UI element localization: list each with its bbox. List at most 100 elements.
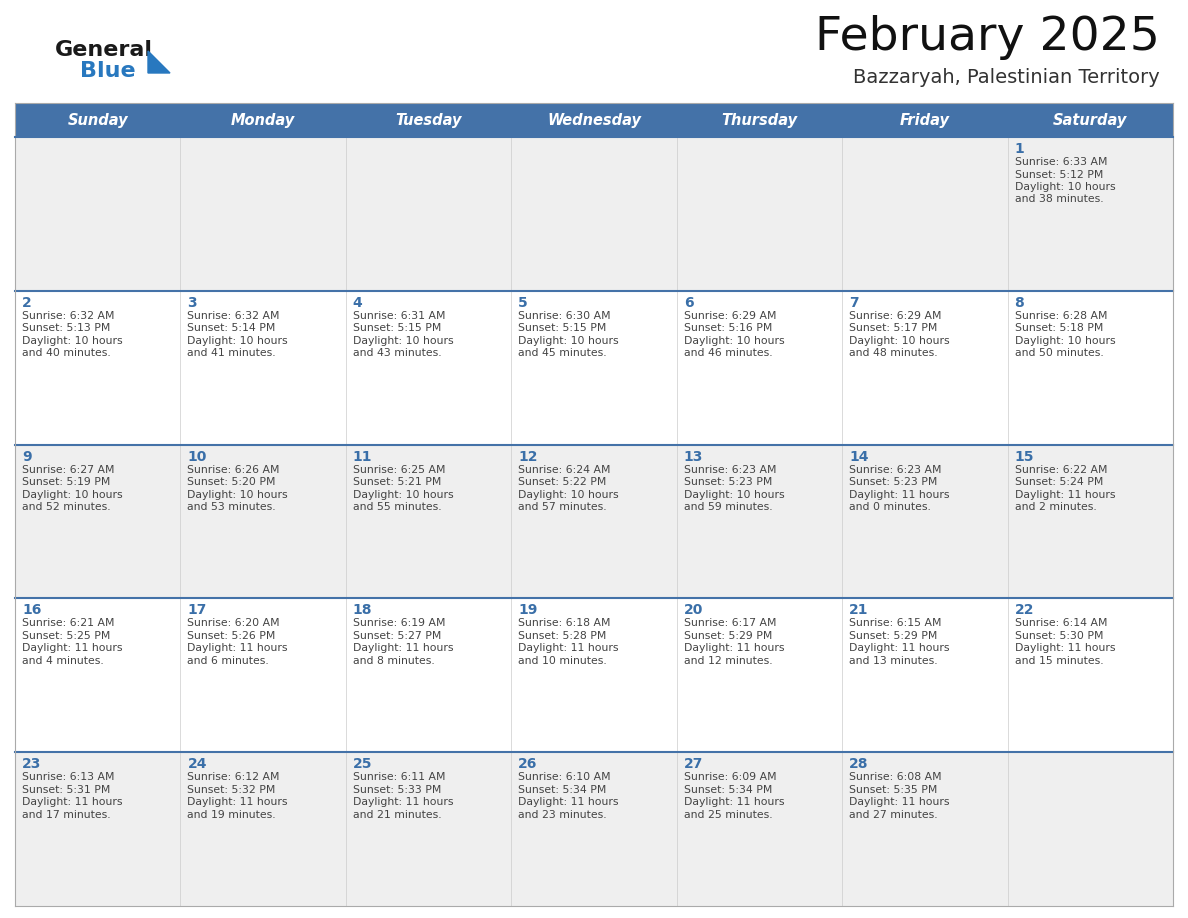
Text: Sunset: 5:33 PM: Sunset: 5:33 PM (353, 785, 441, 795)
Text: and 2 minutes.: and 2 minutes. (1015, 502, 1097, 512)
Text: Sunrise: 6:23 AM: Sunrise: 6:23 AM (849, 465, 942, 475)
Text: Sunset: 5:29 PM: Sunset: 5:29 PM (684, 631, 772, 641)
Text: Sunset: 5:16 PM: Sunset: 5:16 PM (684, 323, 772, 333)
Text: and 6 minutes.: and 6 minutes. (188, 655, 270, 666)
Text: and 27 minutes.: and 27 minutes. (849, 810, 937, 820)
Text: 25: 25 (353, 757, 372, 771)
Text: Daylight: 11 hours: Daylight: 11 hours (353, 797, 454, 807)
Text: and 23 minutes.: and 23 minutes. (518, 810, 607, 820)
Text: Daylight: 11 hours: Daylight: 11 hours (188, 797, 287, 807)
Text: and 25 minutes.: and 25 minutes. (684, 810, 772, 820)
Text: and 12 minutes.: and 12 minutes. (684, 655, 772, 666)
Text: Sunrise: 6:21 AM: Sunrise: 6:21 AM (23, 619, 114, 629)
Text: and 17 minutes.: and 17 minutes. (23, 810, 110, 820)
Text: Sunday: Sunday (68, 113, 128, 128)
Text: Sunrise: 6:19 AM: Sunrise: 6:19 AM (353, 619, 446, 629)
Text: Sunrise: 6:11 AM: Sunrise: 6:11 AM (353, 772, 446, 782)
Text: and 55 minutes.: and 55 minutes. (353, 502, 442, 512)
Text: Sunrise: 6:29 AM: Sunrise: 6:29 AM (849, 311, 942, 320)
Text: and 52 minutes.: and 52 minutes. (23, 502, 110, 512)
Text: Sunrise: 6:33 AM: Sunrise: 6:33 AM (1015, 157, 1107, 167)
Text: Friday: Friday (899, 113, 950, 128)
Text: Sunrise: 6:25 AM: Sunrise: 6:25 AM (353, 465, 446, 475)
Text: 20: 20 (684, 603, 703, 618)
Text: Sunset: 5:28 PM: Sunset: 5:28 PM (518, 631, 607, 641)
Text: 15: 15 (1015, 450, 1034, 464)
Text: Sunrise: 6:24 AM: Sunrise: 6:24 AM (518, 465, 611, 475)
Text: Daylight: 11 hours: Daylight: 11 hours (1015, 489, 1116, 499)
Text: Sunrise: 6:20 AM: Sunrise: 6:20 AM (188, 619, 280, 629)
Text: and 15 minutes.: and 15 minutes. (1015, 655, 1104, 666)
Text: and 46 minutes.: and 46 minutes. (684, 348, 772, 358)
Text: Daylight: 10 hours: Daylight: 10 hours (1015, 182, 1116, 192)
Text: Saturday: Saturday (1053, 113, 1127, 128)
Text: Daylight: 10 hours: Daylight: 10 hours (188, 489, 287, 499)
Text: Sunset: 5:13 PM: Sunset: 5:13 PM (23, 323, 110, 333)
Text: Sunrise: 6:10 AM: Sunrise: 6:10 AM (518, 772, 611, 782)
Text: 24: 24 (188, 757, 207, 771)
Text: Sunset: 5:31 PM: Sunset: 5:31 PM (23, 785, 110, 795)
Text: 19: 19 (518, 603, 538, 618)
Text: Daylight: 11 hours: Daylight: 11 hours (518, 797, 619, 807)
Text: Daylight: 10 hours: Daylight: 10 hours (518, 489, 619, 499)
Text: Thursday: Thursday (721, 113, 797, 128)
Text: Daylight: 10 hours: Daylight: 10 hours (353, 336, 454, 346)
Text: Sunset: 5:20 PM: Sunset: 5:20 PM (188, 477, 276, 487)
Text: Daylight: 10 hours: Daylight: 10 hours (353, 489, 454, 499)
Text: Daylight: 11 hours: Daylight: 11 hours (1015, 644, 1116, 654)
Text: 17: 17 (188, 603, 207, 618)
Text: Sunset: 5:15 PM: Sunset: 5:15 PM (518, 323, 607, 333)
Text: and 50 minutes.: and 50 minutes. (1015, 348, 1104, 358)
Text: 16: 16 (23, 603, 42, 618)
Text: Tuesday: Tuesday (396, 113, 462, 128)
Text: Monday: Monday (230, 113, 296, 128)
Text: Sunset: 5:25 PM: Sunset: 5:25 PM (23, 631, 110, 641)
Text: Sunrise: 6:14 AM: Sunrise: 6:14 AM (1015, 619, 1107, 629)
Text: 9: 9 (23, 450, 32, 464)
Text: Sunset: 5:19 PM: Sunset: 5:19 PM (23, 477, 110, 487)
Text: Sunrise: 6:13 AM: Sunrise: 6:13 AM (23, 772, 114, 782)
Text: Sunset: 5:12 PM: Sunset: 5:12 PM (1015, 170, 1102, 180)
Text: and 53 minutes.: and 53 minutes. (188, 502, 276, 512)
Text: Sunrise: 6:23 AM: Sunrise: 6:23 AM (684, 465, 776, 475)
Text: Daylight: 10 hours: Daylight: 10 hours (23, 489, 122, 499)
Text: 13: 13 (684, 450, 703, 464)
Text: Sunrise: 6:32 AM: Sunrise: 6:32 AM (188, 311, 280, 320)
Text: Sunset: 5:34 PM: Sunset: 5:34 PM (684, 785, 772, 795)
Text: and 57 minutes.: and 57 minutes. (518, 502, 607, 512)
Text: Sunset: 5:24 PM: Sunset: 5:24 PM (1015, 477, 1102, 487)
Text: 7: 7 (849, 296, 859, 309)
Text: 14: 14 (849, 450, 868, 464)
Text: Daylight: 11 hours: Daylight: 11 hours (849, 644, 949, 654)
Text: and 48 minutes.: and 48 minutes. (849, 348, 937, 358)
Text: Daylight: 11 hours: Daylight: 11 hours (518, 644, 619, 654)
Text: Sunrise: 6:32 AM: Sunrise: 6:32 AM (23, 311, 114, 320)
Text: and 13 minutes.: and 13 minutes. (849, 655, 937, 666)
Text: Sunset: 5:23 PM: Sunset: 5:23 PM (684, 477, 772, 487)
Text: Sunset: 5:35 PM: Sunset: 5:35 PM (849, 785, 937, 795)
Text: Daylight: 11 hours: Daylight: 11 hours (188, 644, 287, 654)
Text: and 38 minutes.: and 38 minutes. (1015, 195, 1104, 205)
Text: and 21 minutes.: and 21 minutes. (353, 810, 442, 820)
Polygon shape (148, 51, 170, 73)
Text: Daylight: 10 hours: Daylight: 10 hours (849, 336, 949, 346)
Text: Bazzaryah, Palestinian Territory: Bazzaryah, Palestinian Territory (853, 68, 1159, 87)
Text: 27: 27 (684, 757, 703, 771)
Text: and 45 minutes.: and 45 minutes. (518, 348, 607, 358)
Text: 28: 28 (849, 757, 868, 771)
Text: February 2025: February 2025 (815, 15, 1159, 60)
Text: and 19 minutes.: and 19 minutes. (188, 810, 276, 820)
Text: and 59 minutes.: and 59 minutes. (684, 502, 772, 512)
Text: Sunset: 5:34 PM: Sunset: 5:34 PM (518, 785, 607, 795)
Text: 22: 22 (1015, 603, 1034, 618)
Text: 21: 21 (849, 603, 868, 618)
Bar (15, 137, 1173, 291)
Text: Sunrise: 6:08 AM: Sunrise: 6:08 AM (849, 772, 942, 782)
Text: Sunrise: 6:22 AM: Sunrise: 6:22 AM (1015, 465, 1107, 475)
Text: Daylight: 11 hours: Daylight: 11 hours (353, 644, 454, 654)
Text: Daylight: 10 hours: Daylight: 10 hours (188, 336, 287, 346)
Bar (15, 444, 1173, 599)
Bar (15, 752, 1173, 906)
Text: Sunrise: 6:28 AM: Sunrise: 6:28 AM (1015, 311, 1107, 320)
Text: Daylight: 10 hours: Daylight: 10 hours (1015, 336, 1116, 346)
